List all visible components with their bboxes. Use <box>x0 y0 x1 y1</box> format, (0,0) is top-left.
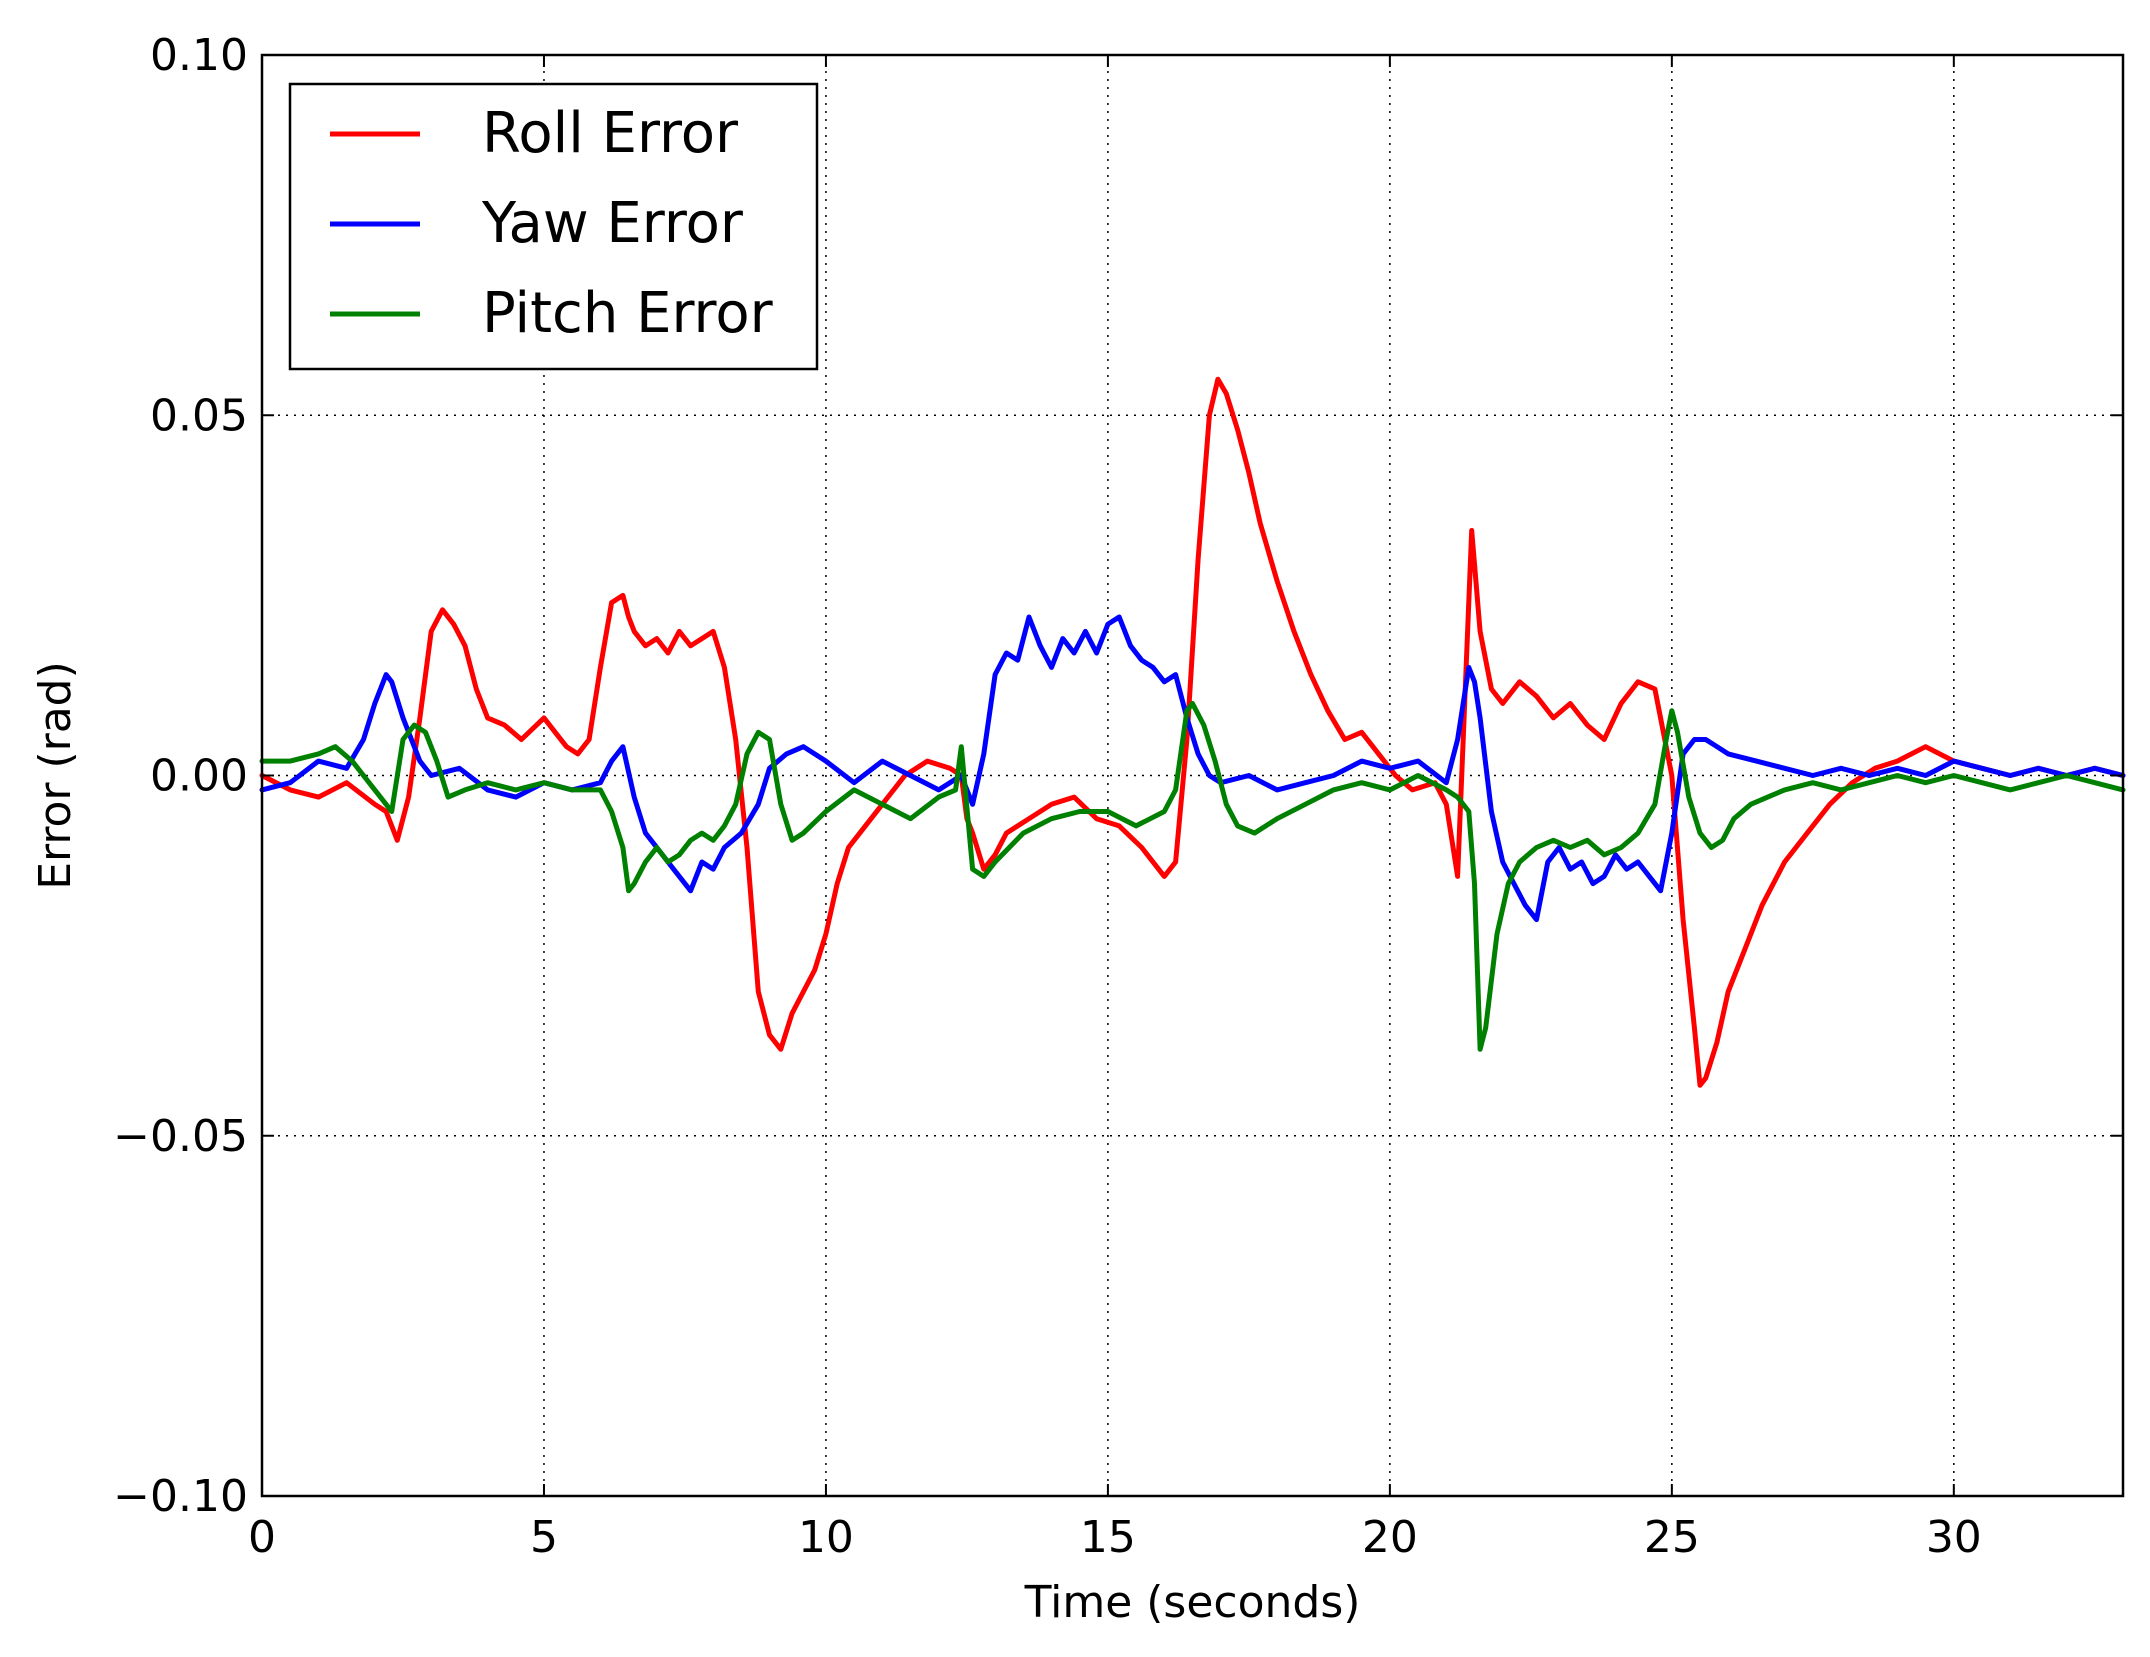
x-tick-label: 25 <box>1644 1512 1700 1563</box>
x-axis-label: Time (seconds) <box>1024 1577 1361 1628</box>
y-tick-label: 0.10 <box>150 30 248 81</box>
series-layer <box>259 376 2126 1088</box>
legend: Roll Error Yaw Error Pitch Error <box>288 82 819 371</box>
x-tick-label: 20 <box>1362 1512 1418 1563</box>
y-tick-label: −0.05 <box>113 1111 248 1162</box>
x-tick-label: 30 <box>1926 1512 1982 1563</box>
series-line-pitch-error <box>259 701 2126 1052</box>
x-tick-label: 5 <box>530 1512 558 1563</box>
x-tick-label: 10 <box>798 1512 854 1563</box>
legend-label: Yaw Error <box>481 191 744 256</box>
y-tick-label: 0.05 <box>150 390 248 441</box>
legend-label: Pitch Error <box>482 281 774 346</box>
x-tick-label: 15 <box>1080 1512 1136 1563</box>
y-tick-label: −0.10 <box>113 1471 248 1522</box>
series-line-roll-error <box>259 376 2126 1088</box>
legend-label: Roll Error <box>482 101 739 166</box>
series-line-yaw-error <box>259 614 2126 923</box>
y-tick-label: 0.00 <box>150 751 248 802</box>
axis-ticks: 0 5 10 15 20 25 30 −0.10 −0.05 0.00 0.05 0.10 <box>113 30 2123 1563</box>
x-tick-label: 0 <box>248 1512 276 1563</box>
y-axis-label: Error (rad) <box>30 661 81 890</box>
